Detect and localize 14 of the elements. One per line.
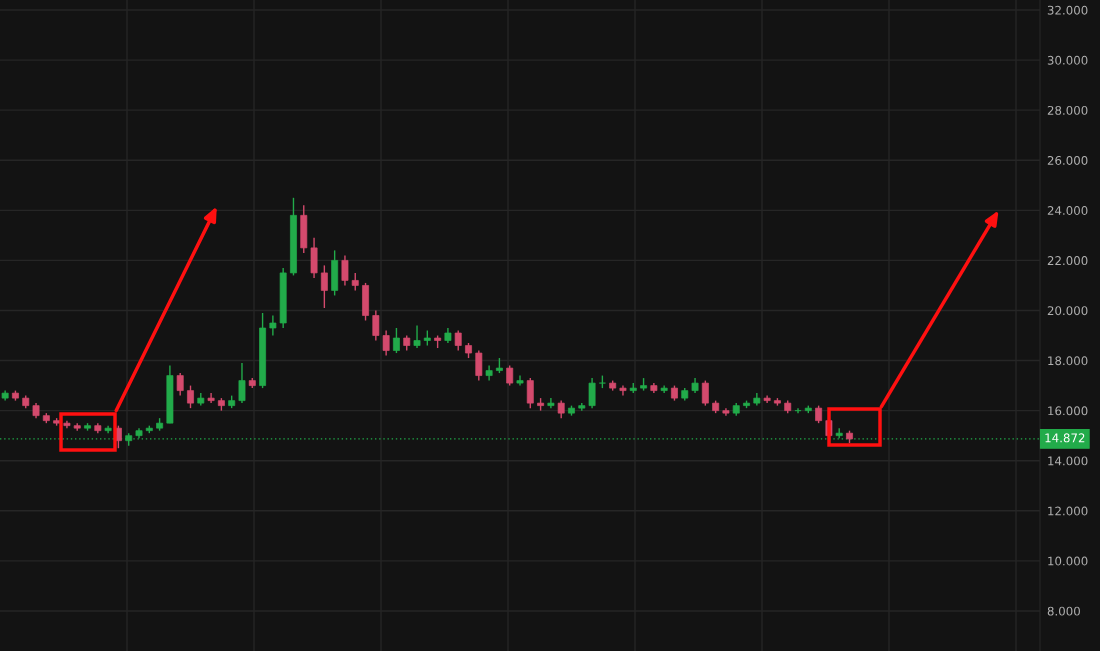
y-tick-label: 26.000 xyxy=(1047,155,1088,165)
ref-line-label: 14.872 xyxy=(1045,433,1085,443)
y-tick-label: 14.000 xyxy=(1048,456,1088,466)
y-tick-label: 22.000 xyxy=(1047,256,1088,266)
y-tick-label: 10.000 xyxy=(1048,556,1088,566)
y-tick-label: 30.000 xyxy=(1047,55,1088,65)
y-tick-label: 8.000 xyxy=(1047,606,1080,616)
y-tick-label: 12.000 xyxy=(1048,506,1088,516)
y-tick-label: 28.000 xyxy=(1047,105,1088,115)
y-tick-label: 16.000 xyxy=(1048,406,1088,416)
y-tick-label: 20.000 xyxy=(1047,306,1088,316)
y-tick-label: 32.000 xyxy=(1047,5,1088,15)
y-tick-label: 18.000 xyxy=(1048,356,1088,366)
y-tick-label: 24.000 xyxy=(1047,206,1088,215)
